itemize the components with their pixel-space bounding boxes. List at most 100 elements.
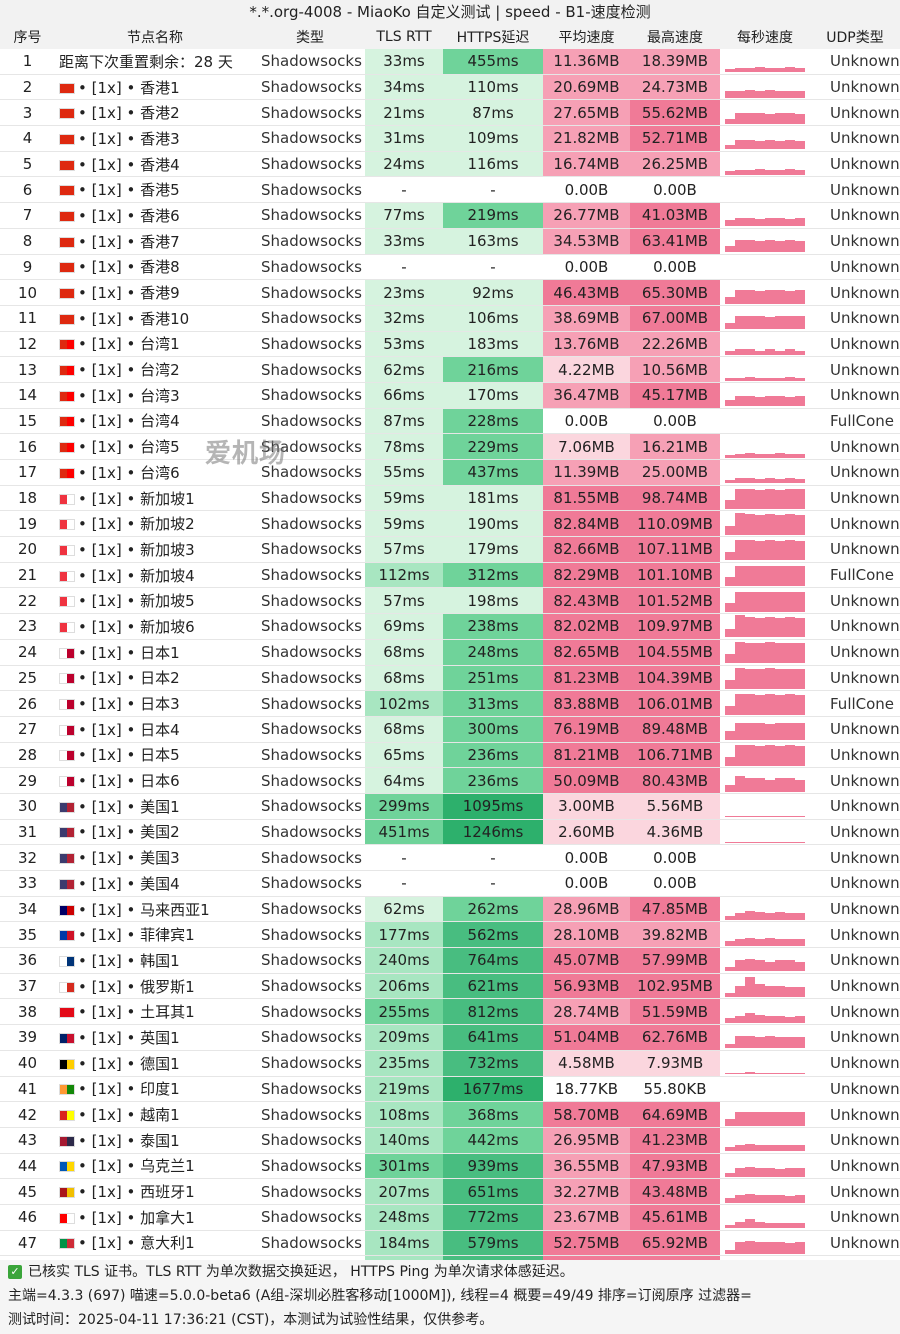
speed-bar xyxy=(745,169,755,176)
speed-sparkline xyxy=(725,1026,805,1049)
speed-bar xyxy=(795,841,805,843)
per-second-speed xyxy=(720,793,810,820)
speed-bar xyxy=(735,1168,745,1177)
per-second-speed xyxy=(720,613,810,640)
speed-bar xyxy=(755,1168,765,1177)
speed-bar xyxy=(735,615,745,638)
speed-bar xyxy=(775,91,785,99)
per-second-speed xyxy=(720,998,810,1026)
speed-bar xyxy=(795,91,805,99)
avg-speed: 45.07MB xyxy=(543,947,630,974)
table-body: 1 距离下次重置剩余：28 天 Shadowsocks 33ms 455ms 11.36M… xyxy=(0,49,900,1308)
speed-bar xyxy=(755,316,765,330)
flag-icon xyxy=(59,776,75,788)
max-speed: 25.00MB xyxy=(630,459,720,486)
speed-sparkline xyxy=(725,282,805,304)
max-speed: 89.48MB xyxy=(630,716,720,743)
speed-bar xyxy=(785,591,795,612)
speed-bar xyxy=(735,67,745,73)
col-per-second: 每秒速度 xyxy=(720,25,810,49)
udp-type: Unknown xyxy=(810,1101,900,1128)
https-delay: 236ms xyxy=(443,767,543,794)
col-tls-rtt: TLS RTT xyxy=(365,25,443,49)
row-index: 29 xyxy=(0,767,55,794)
speed-bar xyxy=(795,1168,805,1177)
speed-bar xyxy=(765,591,775,612)
node-type: Shadowsocks xyxy=(255,1153,365,1180)
speed-sparkline xyxy=(725,487,805,510)
udp-type: Unknown xyxy=(810,639,900,666)
tls-rtt: 299ms xyxy=(365,793,443,820)
per-second-speed xyxy=(720,485,810,512)
speed-sparkline xyxy=(725,1001,805,1023)
speed-bar xyxy=(755,816,765,818)
speed-sparkline xyxy=(725,795,805,818)
speed-bar xyxy=(765,1168,775,1177)
speed-bar xyxy=(725,1249,735,1254)
speed-bar xyxy=(785,66,795,73)
node-type: Shadowsocks xyxy=(255,1178,365,1205)
table-row: 22 • [1x] • 新加坡5 Shadowsocks 57ms 198ms 82.43… xyxy=(0,587,900,615)
row-index: 26 xyxy=(0,690,55,717)
speed-bar xyxy=(725,841,735,843)
tls-rtt: 206ms xyxy=(365,973,443,1000)
tls-rtt: 240ms xyxy=(365,947,443,974)
https-delay: 92ms xyxy=(443,279,543,306)
per-second-speed xyxy=(720,1050,810,1077)
udp-type: Unknown xyxy=(810,1204,900,1231)
speed-bar xyxy=(725,654,735,664)
table-row: 27 • [1x] • 日本4 Shadowsocks 68ms 300ms 76.19M… xyxy=(0,716,900,743)
flag-icon xyxy=(59,750,75,762)
speed-bar xyxy=(765,1072,775,1075)
flag-icon xyxy=(59,339,75,351)
node-type: Shadowsocks xyxy=(255,613,365,640)
avg-speed: 16.74MB xyxy=(543,151,630,178)
udp-type: Unknown xyxy=(810,896,900,923)
table-row: 13 • [1x] • 台湾2 Shadowsocks 62ms 216ms 4.22MB… xyxy=(0,356,900,383)
udp-type: FullCone xyxy=(810,562,900,589)
max-speed: 39.82MB xyxy=(630,921,720,949)
speed-bar xyxy=(775,316,785,330)
udp-type: Unknown xyxy=(810,587,900,615)
speed-bar xyxy=(735,841,745,843)
speed-bar xyxy=(785,489,795,510)
speed-bar xyxy=(745,489,755,510)
speed-sparkline xyxy=(725,461,805,484)
speed-bar xyxy=(725,480,735,484)
flag-icon xyxy=(59,570,75,582)
flag-icon xyxy=(59,288,75,300)
speed-bar xyxy=(755,566,765,587)
speed-bar xyxy=(795,987,805,998)
speed-bar xyxy=(725,145,735,150)
speed-bar xyxy=(765,1144,775,1152)
speed-bar xyxy=(785,513,795,535)
tls-rtt: 62ms xyxy=(365,356,443,383)
node-name: • [1x] • 马来西亚1 xyxy=(55,896,255,923)
node-type: Shadowsocks xyxy=(255,896,365,923)
speed-bar xyxy=(755,218,765,227)
speed-bar xyxy=(765,349,775,355)
tls-rtt: 112ms xyxy=(365,562,443,589)
speed-bar xyxy=(765,477,775,484)
speed-bar xyxy=(745,240,755,253)
speed-bar xyxy=(745,139,755,150)
row-index: 43 xyxy=(0,1127,55,1154)
node-type: Shadowsocks xyxy=(255,998,365,1026)
speed-bar xyxy=(745,778,755,792)
per-second-speed xyxy=(720,305,810,332)
node-name: • [1x] • 新加坡3 xyxy=(55,536,255,563)
node-type: Shadowsocks xyxy=(255,1050,365,1077)
node-name: • [1x] • 美国2 xyxy=(55,819,255,846)
https-delay: 179ms xyxy=(443,536,543,563)
tls-rtt: 235ms xyxy=(365,1050,443,1077)
speed-bar xyxy=(765,1194,775,1203)
per-second-speed xyxy=(720,587,810,615)
speed-sparkline xyxy=(725,898,805,921)
flag-icon xyxy=(59,827,75,839)
speed-bar xyxy=(785,669,795,689)
flag-icon xyxy=(59,930,75,942)
avg-speed: 82.65MB xyxy=(543,639,630,666)
table-row: 37 • [1x] • 俄罗斯1 Shadowsocks 206ms 621ms 56.9… xyxy=(0,973,900,1000)
node-type: Shadowsocks xyxy=(255,254,365,281)
speed-bar xyxy=(735,566,745,587)
